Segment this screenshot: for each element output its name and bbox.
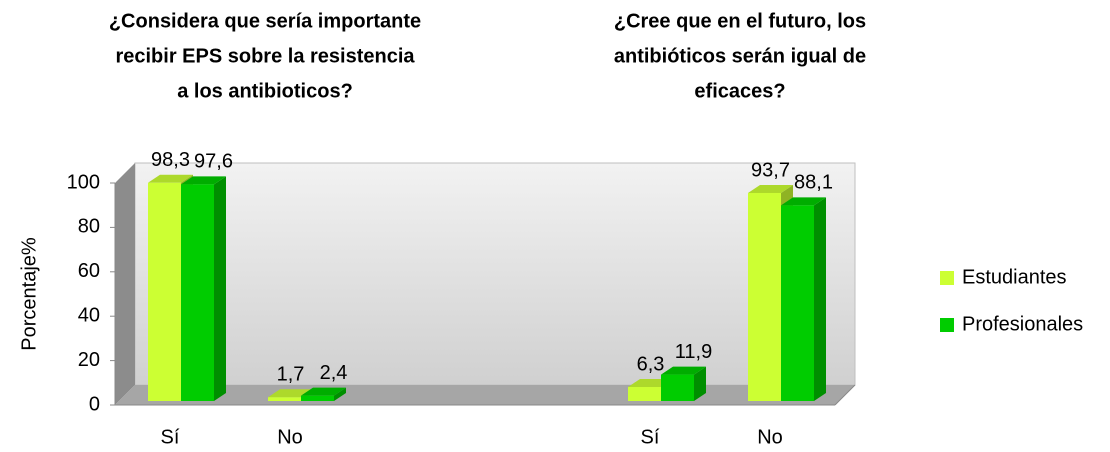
bar-side [694, 366, 706, 401]
data-label: 88,1 [794, 172, 833, 194]
x-axis-depth [834, 384, 856, 406]
bar [628, 387, 661, 401]
y-tick-label: 0 [89, 393, 100, 415]
data-label: 98,3 [151, 149, 190, 171]
y-tick-label: 100 [67, 171, 100, 193]
data-label: 6,3 [637, 353, 665, 375]
bar-top [661, 366, 706, 375]
y-axis-label: Porcentaje% [18, 237, 40, 351]
x-tick-label: No [757, 426, 783, 448]
legend-label: Profesionales [962, 313, 1083, 335]
bar [781, 205, 814, 401]
bar-top [748, 184, 793, 193]
y-tick-label: 80 [78, 216, 100, 238]
data-label: 1,7 [277, 364, 305, 386]
legend-label: Estudiantes [962, 266, 1067, 288]
chart-title: ¿Cree que en el futuro, los [614, 10, 866, 32]
x-tick-label: Sí [641, 426, 660, 448]
bar [748, 192, 781, 401]
x-tick-label: No [277, 426, 303, 448]
chart-title: eficaces? [694, 80, 785, 102]
y-tick-label: 40 [78, 304, 100, 326]
bar-top [781, 197, 826, 206]
y-tick-label: 20 [78, 349, 100, 371]
legend-swatch [940, 318, 954, 332]
chart-title: antibióticos serán igual de [614, 45, 866, 67]
legend-swatch [940, 271, 954, 285]
bar-top [181, 176, 226, 185]
y-tick-label: 60 [78, 260, 100, 282]
bar-top [148, 174, 193, 183]
bar-top [301, 387, 346, 396]
bar [301, 395, 334, 401]
side-wall [115, 163, 135, 405]
bar [148, 182, 181, 401]
bar [661, 374, 694, 401]
chart-title: recibir EPS sobre la resistencia [115, 45, 415, 67]
data-label: 11,9 [675, 341, 712, 363]
bar-side [814, 197, 826, 401]
bar [181, 184, 214, 401]
bar [268, 397, 301, 401]
bar-side [334, 387, 346, 401]
bar-side [214, 176, 226, 401]
data-label: 93,7 [751, 159, 790, 181]
chart-title: a los antibioticos? [177, 80, 353, 102]
data-label: 97,6 [194, 151, 233, 173]
back-wall [134, 162, 856, 386]
chart-title: ¿Considera que sería importante [109, 10, 421, 32]
data-label: 2,4 [320, 362, 348, 384]
x-tick-label: Sí [161, 426, 180, 448]
